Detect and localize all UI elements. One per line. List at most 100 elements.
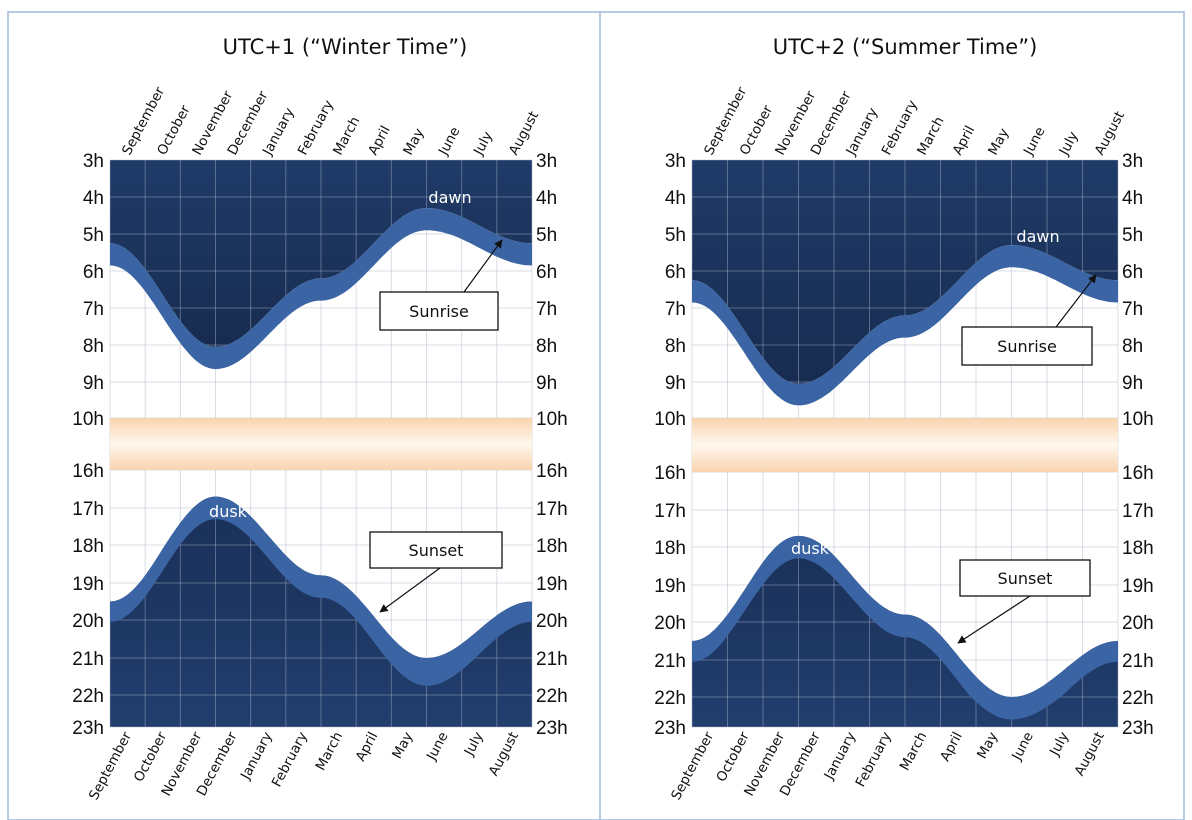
- sunset-callout-text: Sunset: [998, 569, 1053, 588]
- x-tick-label-bottom: April: [353, 729, 382, 764]
- x-axis-bottom: SeptemberOctoberNovemberDecemberJanuaryF…: [668, 729, 1108, 803]
- series-dusk-band: [110, 496, 532, 686]
- y-tick-label: 3h: [1122, 151, 1143, 172]
- x-tick-label-bottom: July: [461, 729, 487, 759]
- y-tick-label: 9h: [83, 373, 104, 394]
- y-tick-label: 9h: [665, 373, 686, 394]
- y-axis-left: 3h 4h 5h 6h 7h 8h 9h 10h 16h 17h 18h 19h 20h 21h 22h 23…: [72, 151, 104, 739]
- sunset-callout-box: [959, 559, 1091, 597]
- sunrise-callout-box: [961, 326, 1093, 366]
- x-tick-label-top: October: [154, 102, 194, 158]
- x-axis-top: SeptemberOctoberNovemberDecemberJanuaryF…: [119, 84, 542, 159]
- x-tick-label-top: April: [950, 123, 979, 158]
- sunset-callout-text: Sunset: [409, 541, 464, 560]
- sunrise-arrow: [463, 239, 503, 293]
- x-tick-label-bottom: March: [313, 729, 346, 773]
- panel-title: UTC+1 (“Winter Time”): [223, 35, 468, 59]
- y-tick-label: 16h: [72, 461, 104, 482]
- sunset-callout-box: [369, 531, 503, 569]
- x-tick-label-bottom: January: [821, 729, 860, 783]
- panel-title: UTC+2 (“Summer Time”): [773, 35, 1038, 59]
- x-tick-label-top: March: [330, 114, 363, 158]
- y-axis-left: 3h 4h 5h 6h 7h 8h 9h 10h 16h 17h 18h 19h 20h 21h 22h 23…: [654, 151, 686, 739]
- x-tick-label-bottom: June: [423, 729, 451, 763]
- y-tick-label: 3h: [665, 151, 686, 172]
- x-tick-label-bottom: July: [1046, 729, 1072, 759]
- panel-utc1: UTC+1 (“Winter Time”) 3h 4h 5h 6h 7h 8h 9h 10h 1…: [72, 35, 567, 803]
- sunset-callout: Sunset: [369, 531, 503, 613]
- x-tick-label-bottom: April: [937, 729, 966, 764]
- sunset-arrow: [379, 567, 441, 613]
- y-tick-label: 21h: [654, 651, 686, 672]
- y-tick-label: 17h: [654, 501, 686, 522]
- series-dawn-band: [692, 245, 1118, 406]
- y-tick-label: 23h: [1122, 718, 1154, 739]
- x-tick-label-top: June: [1020, 124, 1048, 158]
- x-tick-label-bottom: June: [1008, 729, 1036, 763]
- y-tick-label: 4h: [665, 188, 686, 209]
- series-dusk-band: [692, 535, 1118, 720]
- x-tick-label-bottom: May: [974, 729, 1001, 761]
- x-tick-label-bottom: September: [86, 729, 135, 803]
- y-tick-label: 5h: [665, 225, 686, 246]
- y-tick-label: 10h: [654, 409, 686, 430]
- x-tick-label-top: June: [435, 124, 463, 158]
- panel-utc2: UTC+2 (“Summer Time”) 3h 4h 5h 6h 7h 8h 9h 10h 1…: [654, 35, 1153, 803]
- y-tick-label: 19h: [536, 574, 568, 595]
- y-tick-label: 22h: [1122, 688, 1154, 709]
- y-tick-label: 6h: [83, 262, 104, 283]
- y-tick-label: 7h: [83, 299, 104, 320]
- y-tick-label: 8h: [1122, 336, 1143, 357]
- sunrise-callout: Sunrise: [961, 274, 1097, 366]
- night-area-top: [692, 160, 1118, 384]
- x-tick-label-bottom: October: [713, 729, 753, 785]
- y-tick-label: 10h: [1122, 409, 1154, 430]
- y-tick-label: 19h: [654, 576, 686, 597]
- y-tick-label: 22h: [72, 686, 104, 707]
- y-tick-label: 17h: [1122, 501, 1154, 522]
- sunrise-callout-text: Sunrise: [409, 302, 469, 321]
- x-tick-label-bottom: March: [897, 729, 930, 773]
- y-tick-label: 20h: [1122, 613, 1154, 634]
- y-tick-label: 20h: [72, 611, 104, 632]
- x-tick-label-top: April: [365, 123, 394, 158]
- series-dawn-band: [110, 208, 532, 370]
- sunrise-arrow: [1055, 274, 1097, 328]
- sunset-callout: Sunset: [957, 559, 1091, 644]
- dawn-label: dawn: [428, 188, 471, 207]
- y-tick-label: 4h: [83, 188, 104, 209]
- twilight-bands: [692, 245, 1118, 720]
- x-tick-label-bottom: August: [1071, 729, 1107, 778]
- y-tick-label: 16h: [1122, 463, 1154, 484]
- day-band: [110, 418, 532, 470]
- night-area-top: [110, 160, 532, 347]
- y-tick-label: 10h: [536, 409, 568, 430]
- x-tick-label-top: July: [1056, 129, 1082, 159]
- y-tick-label: 4h: [1122, 188, 1143, 209]
- y-tick-label: 23h: [536, 718, 568, 739]
- y-tick-label: 18h: [72, 536, 104, 557]
- x-tick-label-bottom: August: [486, 729, 522, 778]
- x-tick-label-bottom: May: [389, 729, 416, 761]
- y-tick-label: 8h: [83, 336, 104, 357]
- x-tick-label-top: July: [470, 129, 496, 159]
- dusk-label: dusk: [209, 502, 248, 521]
- x-axis-bottom: SeptemberOctoberNovemberDecemberJanuaryF…: [86, 729, 522, 803]
- x-tick-label-top: January: [259, 105, 298, 159]
- y-tick-label: 18h: [1122, 538, 1154, 559]
- y-tick-label: 10h: [72, 409, 104, 430]
- x-tick-label-top: March: [914, 114, 947, 158]
- y-tick-label: 8h: [536, 336, 557, 357]
- y-tick-label: 3h: [536, 151, 557, 172]
- day-band: [692, 418, 1118, 472]
- y-tick-label: 4h: [536, 188, 557, 209]
- y-tick-label: 23h: [654, 718, 686, 739]
- y-tick-label: 16h: [654, 463, 686, 484]
- x-tick-label-bottom: October: [131, 729, 171, 785]
- y-tick-label: 8h: [665, 336, 686, 357]
- y-tick-label: 5h: [536, 225, 557, 246]
- x-tick-label-bottom: January: [237, 729, 276, 783]
- x-axis-top: SeptemberOctoberNovemberDecemberJanuaryF…: [701, 84, 1128, 159]
- dawn-label: dawn: [1016, 227, 1059, 246]
